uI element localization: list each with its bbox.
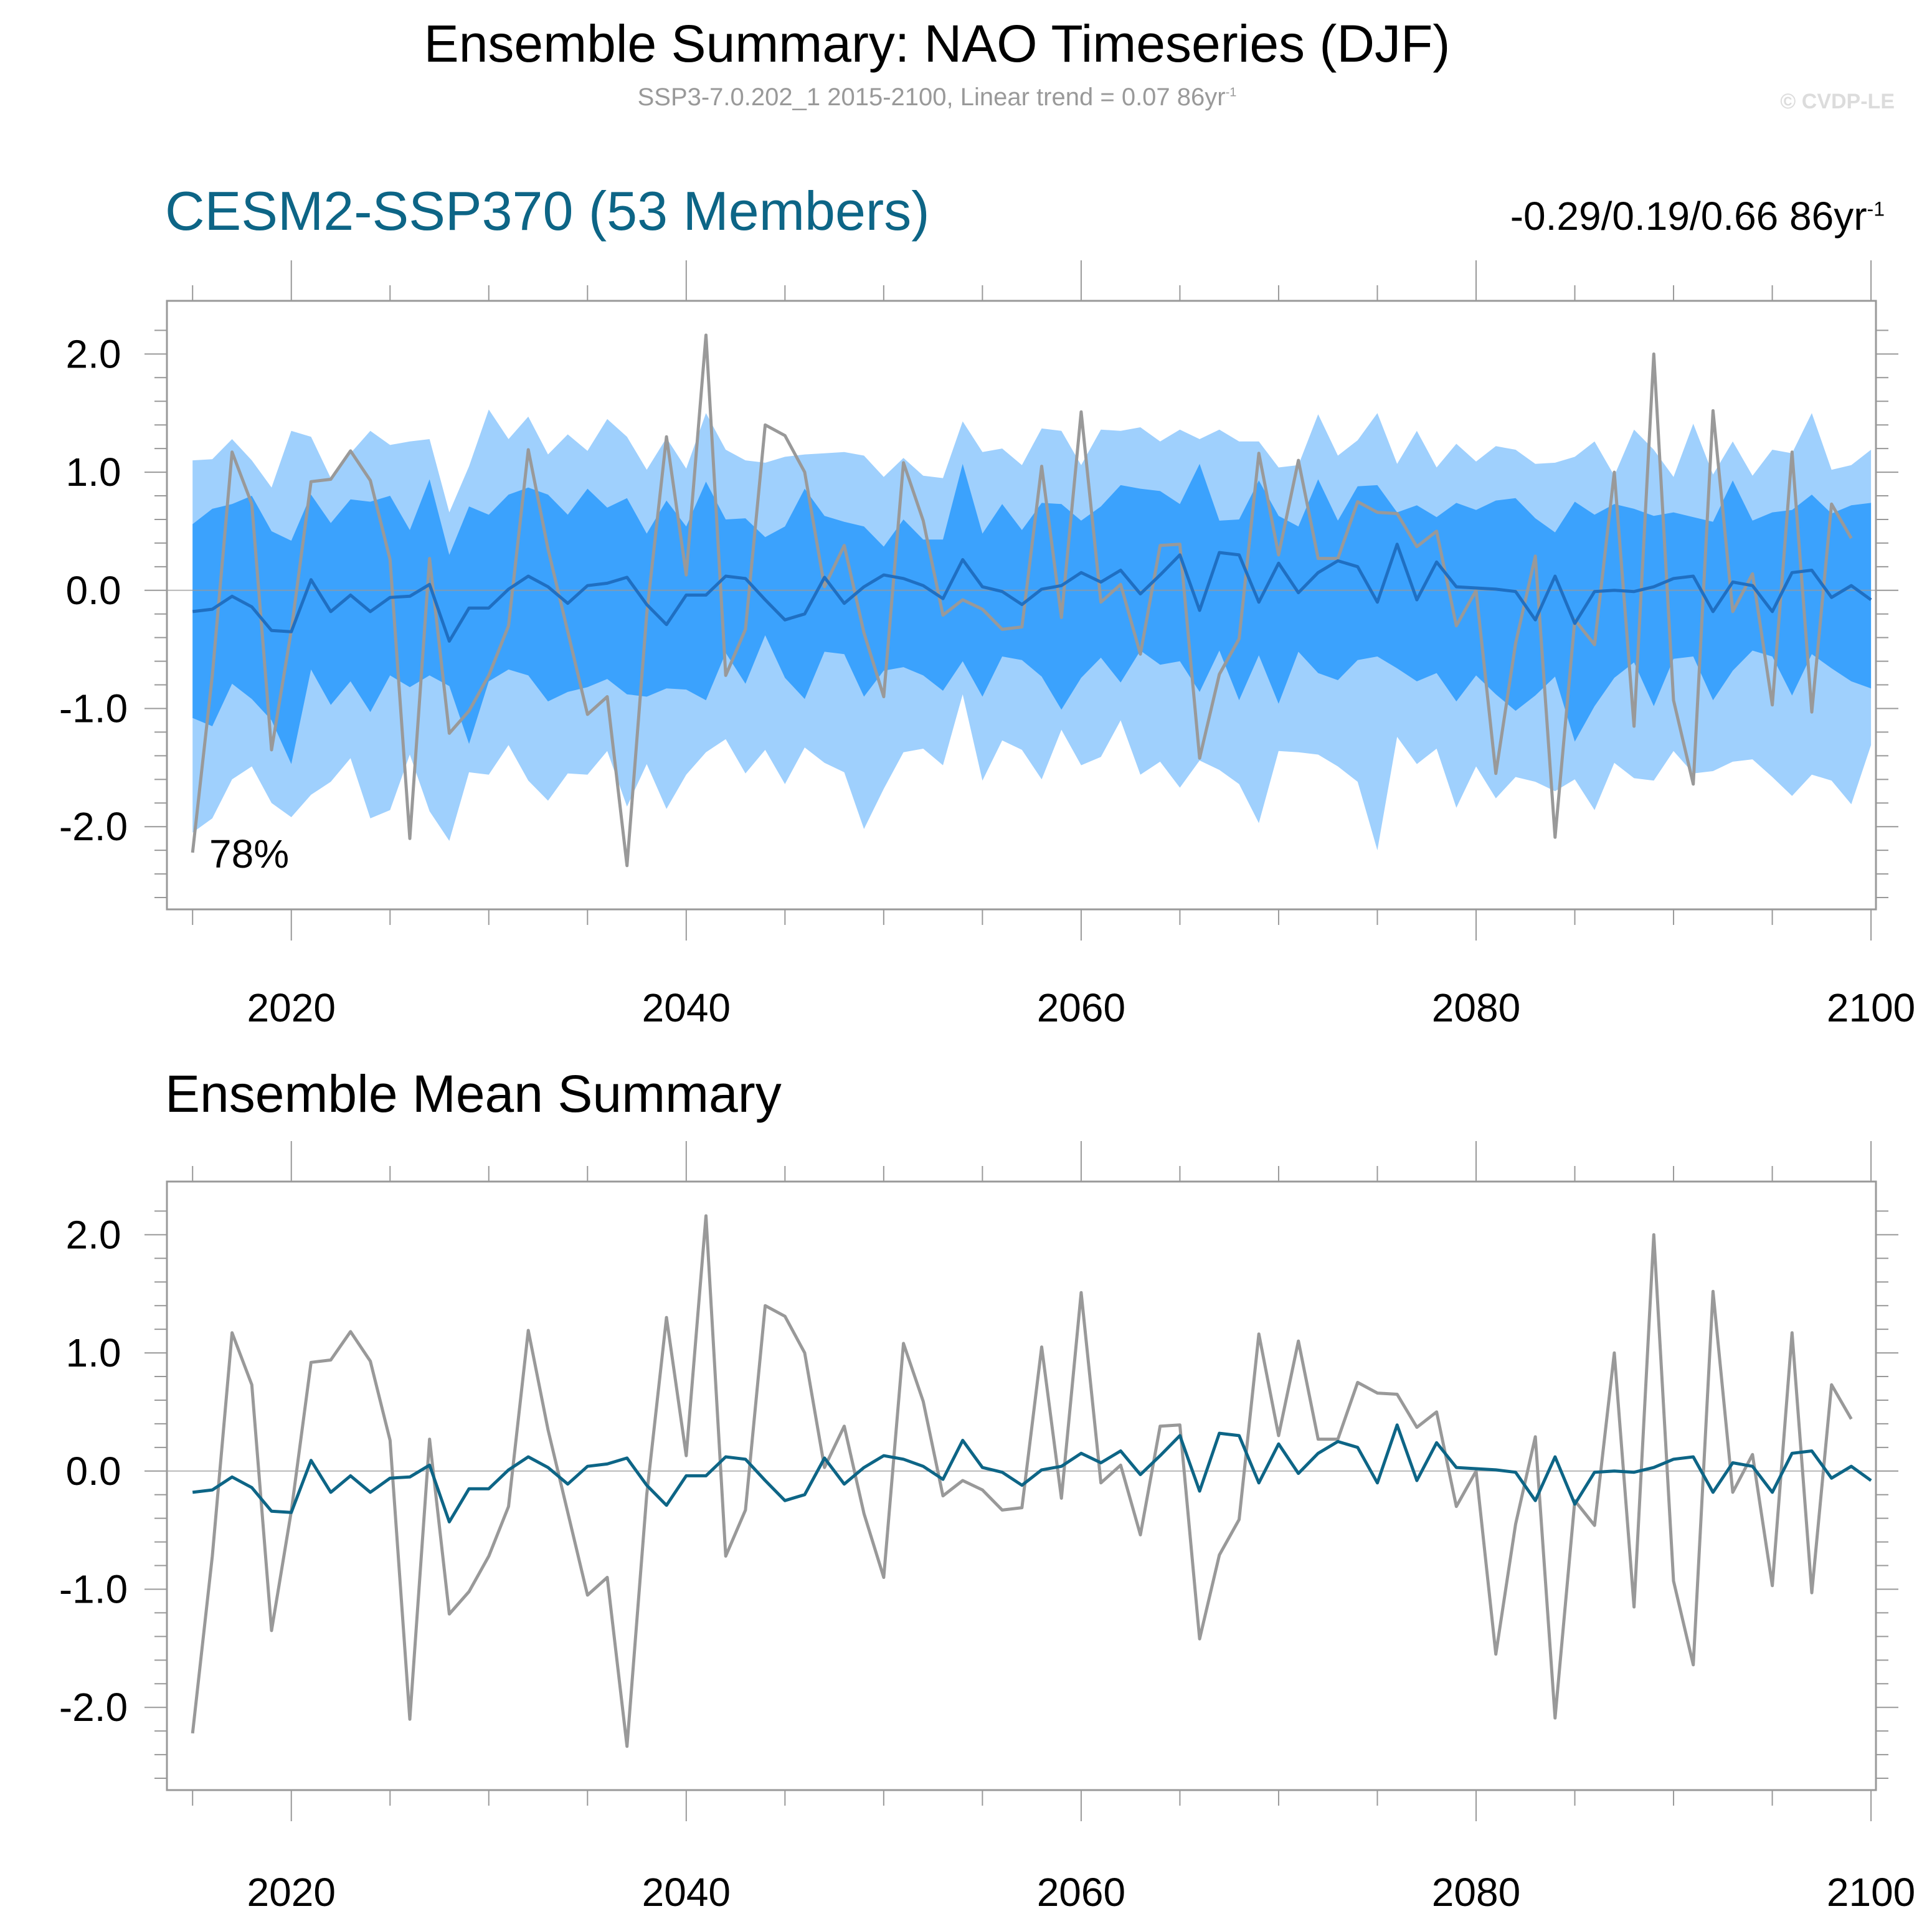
panel2-ytick-label: -2.0 xyxy=(59,1685,128,1730)
panel2-plot: 2020 2040 2060 2080 2100 2.0 1.0 0.0 -1.0 -2.0 xyxy=(59,1141,1915,1915)
panel2-xtick-label: 2060 xyxy=(1037,1870,1125,1915)
panel1-xtick-label: 2080 xyxy=(1432,985,1520,1030)
panel2-ytick-label: 2.0 xyxy=(66,1212,121,1257)
panel1-ytick-label: 2.0 xyxy=(66,331,121,376)
panel2-ytick-label: 0.0 xyxy=(66,1449,121,1494)
panel2-observed-line xyxy=(191,1214,1853,1748)
panel2-ytick-label: -1.0 xyxy=(59,1566,128,1611)
panel1-xtick-label: 2100 xyxy=(1827,985,1915,1030)
trend-range-label: -0.29/0.19/0.66 86yr-1 xyxy=(1510,193,1885,239)
panel1-ytick-label: 0.0 xyxy=(66,568,121,613)
subtitle-text: SSP3-7.0.202_1 2015-2100, Linear trend =… xyxy=(637,83,1226,111)
panel2-xtick-label: 2040 xyxy=(642,1870,731,1915)
trend-range-superscript: -1 xyxy=(1867,197,1885,220)
panel1-xtick-label: 2060 xyxy=(1037,985,1125,1030)
panel1-xtick-label: 2040 xyxy=(642,985,731,1030)
panel1-xtick-label: 2020 xyxy=(247,985,336,1030)
panel1-ensemble-mean-line xyxy=(192,543,1872,643)
panel2-ensemble-mean-line xyxy=(192,1423,1872,1524)
panel1-title: CESM2-SSP370 (53 Members) xyxy=(165,180,930,242)
panel2-ytick-label: 1.0 xyxy=(66,1330,121,1375)
panel1-ytick-label: -1.0 xyxy=(59,686,128,731)
copyright-watermark: © CVDP-LE xyxy=(1780,90,1895,113)
panel1-inner-range-band xyxy=(192,463,1872,764)
panel1-ytick-label: -2.0 xyxy=(59,804,128,849)
panel1-frame xyxy=(166,300,1877,911)
panel2-frame xyxy=(166,1180,1877,1791)
percent-label: 78% xyxy=(209,832,289,876)
main-title: Ensemble Summary: NAO Timeseries (DJF) xyxy=(424,14,1451,73)
panel1-plot: 2020 2040 2060 2080 2100 2.0 1.0 0.0 -1.0 -2.0 78% xyxy=(59,260,1915,1030)
panel1-ytick-label: 1.0 xyxy=(66,450,121,495)
subtitle-superscript: -1 xyxy=(1225,85,1237,100)
panel2-xtick-label: 2080 xyxy=(1432,1870,1520,1915)
panel2-title: Ensemble Mean Summary xyxy=(165,1064,782,1123)
subtitle: SSP3-7.0.202_1 2015-2100, Linear trend =… xyxy=(0,83,1874,111)
trend-range-text: -0.29/0.19/0.66 86yr xyxy=(1510,194,1867,239)
panel2-xtick-label: 2020 xyxy=(247,1870,336,1915)
panel2-xtick-label: 2100 xyxy=(1827,1870,1915,1915)
